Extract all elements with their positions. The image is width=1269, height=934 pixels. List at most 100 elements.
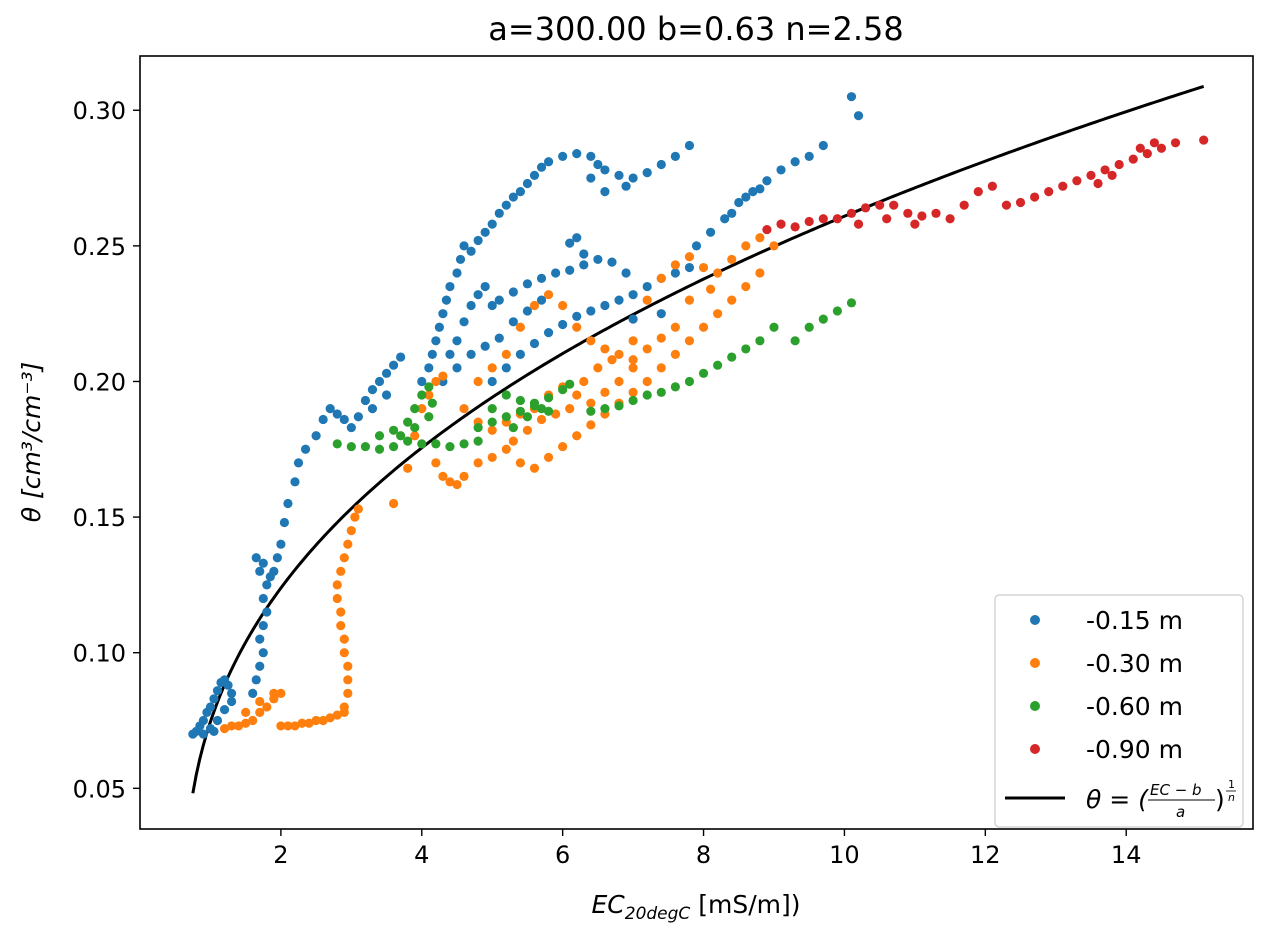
data-point [241,718,251,728]
data-point [529,338,540,349]
x-tick-label: 14 [1111,841,1142,869]
data-point [804,322,814,332]
data-point [727,295,737,305]
y-axis-ticks: 0.05 0.10 0.15 0.20 0.25 0.30 [73,97,140,803]
data-point [501,444,511,454]
data-point [529,300,540,311]
data-point [269,688,279,698]
data-point [860,203,871,213]
data-point [346,441,356,452]
data-point [903,208,913,218]
data-point [628,290,638,300]
data-point [522,279,533,289]
data-point [818,314,828,324]
data-point [431,439,441,449]
data-point [487,376,497,387]
data-point [403,463,413,473]
data-point [551,268,561,278]
data-point [572,322,582,332]
x-tick-label: 12 [970,841,1001,869]
data-point [565,379,575,389]
x-axis-label-unit: [mS/m]) [690,890,800,919]
legend: -0.15 m -0.30 m -0.60 m -0.90 m θ = ( EC − … [994,594,1244,828]
series-3 [762,135,1209,235]
data-point [600,344,610,354]
data-point [973,187,983,197]
data-point [853,219,864,229]
data-point [209,726,219,736]
data-point [762,176,772,186]
data-point [628,387,638,397]
data-point [381,368,392,378]
data-point [628,355,638,365]
data-point [586,406,596,416]
data-point [339,648,349,658]
data-point [579,376,589,387]
data-point [684,262,695,273]
data-point [459,403,469,414]
data-point [332,409,342,419]
data-point [212,715,223,726]
data-point [258,620,268,631]
data-point [255,566,265,576]
data-point [536,414,547,425]
data-point [487,219,497,229]
data-point [769,322,779,332]
data-point [473,290,483,300]
data-point [529,170,540,180]
data-point [431,376,441,387]
data-point [741,241,751,251]
data-point [656,387,666,397]
chart-title: a=300.00 b=0.63 n=2.58 [488,10,903,48]
data-point [656,333,666,343]
data-point [642,344,652,354]
data-point [755,233,765,243]
legend-box [994,594,1244,828]
data-point [403,436,413,446]
data-point [656,309,666,319]
data-point [762,224,772,235]
data-point [332,710,342,720]
y-tick-label: 0.10 [73,640,126,668]
data-point [522,178,533,189]
data-point [790,157,800,167]
data-point [586,173,596,183]
data-point [684,140,695,151]
data-point [508,317,518,327]
legend-marker [1030,701,1040,711]
data-point [558,441,568,452]
data-point [670,151,680,161]
data-point [248,688,258,698]
data-point [628,363,638,373]
data-point [424,363,434,373]
data-point [431,458,441,468]
data-point [459,439,469,449]
data-point [628,314,638,324]
data-point [515,349,525,359]
data-point [219,705,230,715]
data-point [1199,135,1209,145]
data-point [431,336,441,346]
data-point [258,558,268,568]
data-point [473,422,483,433]
data-point [396,431,406,441]
data-point [621,181,631,191]
data-point [438,371,448,381]
data-point [558,300,568,311]
data-point [818,214,828,224]
legend-label: -0.90 m [1086,735,1183,764]
data-point [1128,154,1138,164]
data-point [614,376,624,387]
data-point [607,355,617,365]
data-point [600,403,610,414]
series-2 [332,298,857,454]
data-point [441,295,452,305]
data-point [427,398,437,408]
data-point [466,349,476,359]
data-point [438,309,448,319]
data-point [558,151,568,161]
data-point [551,409,561,419]
data-point [508,287,518,297]
data-point [480,227,490,237]
data-point [1170,138,1181,148]
